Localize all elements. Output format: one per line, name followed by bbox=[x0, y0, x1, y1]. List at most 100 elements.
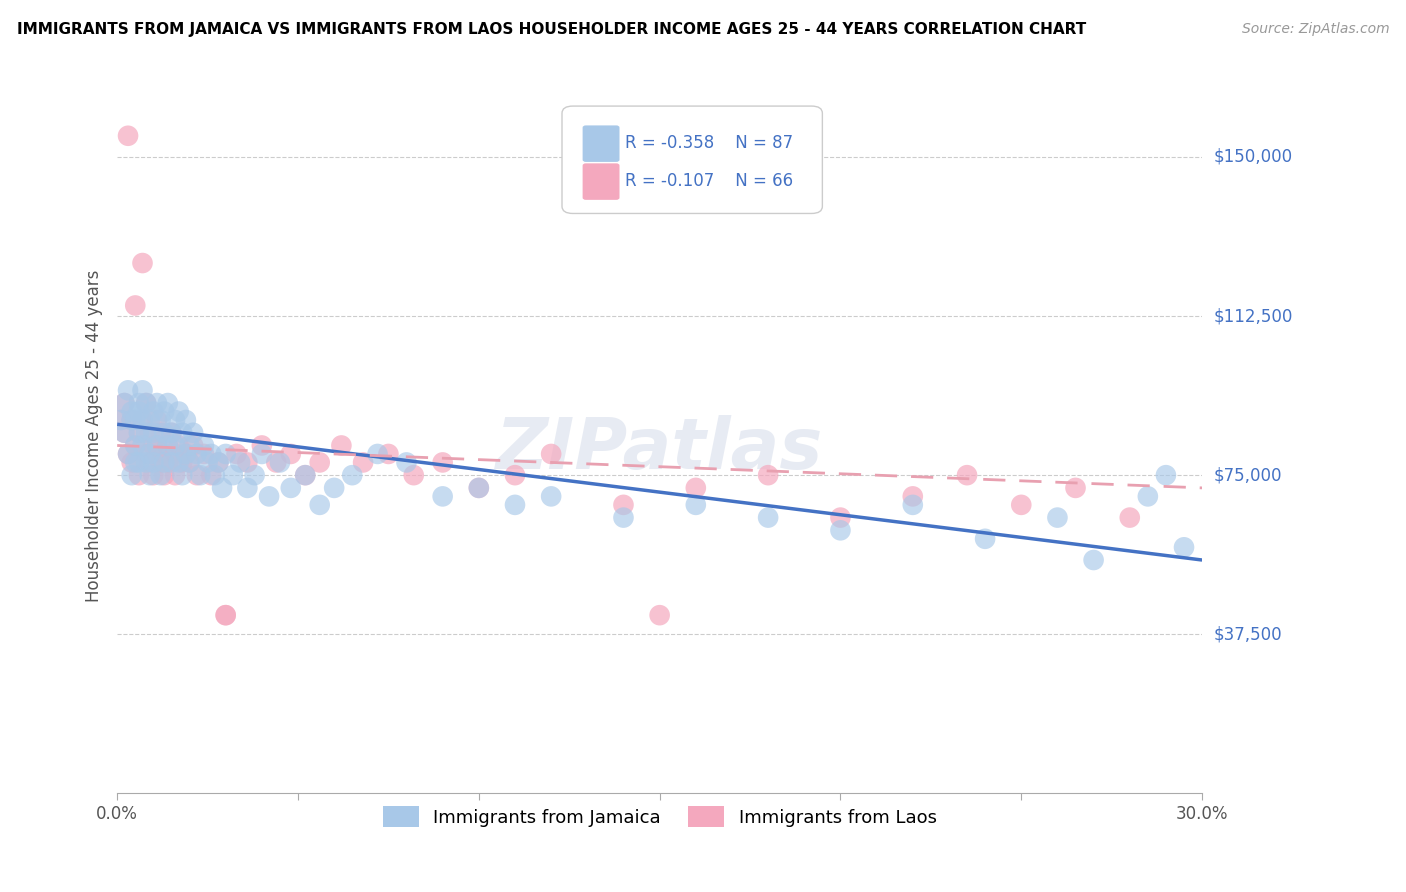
Immigrants from Laos bbox=[131, 413, 153, 427]
Immigrants from Jamaica bbox=[112, 396, 135, 410]
Immigrants from Jamaica bbox=[138, 413, 160, 427]
Immigrants from Laos bbox=[207, 455, 229, 469]
Immigrants from Laos bbox=[156, 438, 179, 452]
Immigrants from Laos bbox=[1119, 510, 1142, 524]
Immigrants from Laos bbox=[330, 438, 353, 452]
Immigrants from Laos bbox=[153, 468, 176, 483]
Immigrants from Jamaica bbox=[1083, 553, 1105, 567]
Immigrants from Laos bbox=[236, 455, 259, 469]
Immigrants from Jamaica bbox=[160, 425, 183, 440]
Immigrants from Jamaica bbox=[830, 524, 852, 538]
Immigrants from Laos bbox=[294, 468, 316, 483]
Immigrants from Jamaica bbox=[468, 481, 491, 495]
Immigrants from Jamaica bbox=[131, 438, 153, 452]
Immigrants from Jamaica bbox=[160, 455, 183, 469]
Immigrants from Jamaica bbox=[974, 532, 997, 546]
Immigrants from Jamaica bbox=[121, 468, 143, 483]
Immigrants from Jamaica bbox=[172, 425, 194, 440]
Immigrants from Jamaica bbox=[156, 438, 179, 452]
Immigrants from Laos bbox=[149, 425, 172, 440]
Immigrants from Laos bbox=[308, 455, 330, 469]
Immigrants from Laos bbox=[215, 608, 238, 623]
Immigrants from Laos bbox=[648, 608, 671, 623]
Immigrants from Laos bbox=[121, 413, 143, 427]
Immigrants from Jamaica bbox=[323, 481, 346, 495]
Immigrants from Jamaica bbox=[1173, 541, 1195, 555]
Immigrants from Laos bbox=[200, 468, 222, 483]
Immigrants from Jamaica bbox=[243, 468, 266, 483]
Immigrants from Laos bbox=[146, 438, 169, 452]
Immigrants from Jamaica bbox=[165, 438, 187, 452]
Immigrants from Jamaica bbox=[395, 455, 418, 469]
Immigrants from Laos bbox=[121, 455, 143, 469]
Immigrants from Laos bbox=[142, 438, 165, 452]
Text: R = -0.358    N = 87: R = -0.358 N = 87 bbox=[624, 135, 793, 153]
Immigrants from Laos bbox=[167, 438, 190, 452]
Immigrants from Laos bbox=[377, 447, 399, 461]
Immigrants from Laos bbox=[142, 468, 165, 483]
Immigrants from Laos bbox=[193, 447, 215, 461]
Immigrants from Jamaica bbox=[503, 498, 526, 512]
Immigrants from Laos bbox=[146, 413, 169, 427]
Text: Source: ZipAtlas.com: Source: ZipAtlas.com bbox=[1241, 22, 1389, 37]
Immigrants from Jamaica bbox=[174, 447, 197, 461]
Text: R = -0.107    N = 66: R = -0.107 N = 66 bbox=[624, 172, 793, 190]
Immigrants from Jamaica bbox=[540, 489, 562, 503]
Immigrants from Laos bbox=[250, 438, 273, 452]
Immigrants from Jamaica bbox=[197, 455, 219, 469]
Immigrants from Laos bbox=[181, 438, 204, 452]
Immigrants from Jamaica bbox=[128, 396, 150, 410]
Immigrants from Laos bbox=[186, 468, 208, 483]
Immigrants from Laos bbox=[128, 468, 150, 483]
Immigrants from Laos bbox=[135, 396, 157, 410]
FancyBboxPatch shape bbox=[582, 126, 620, 162]
Immigrants from Laos bbox=[153, 447, 176, 461]
Immigrants from Jamaica bbox=[901, 498, 924, 512]
Immigrants from Laos bbox=[124, 438, 146, 452]
Text: IMMIGRANTS FROM JAMAICA VS IMMIGRANTS FROM LAOS HOUSEHOLDER INCOME AGES 25 - 44 : IMMIGRANTS FROM JAMAICA VS IMMIGRANTS FR… bbox=[17, 22, 1085, 37]
Immigrants from Jamaica bbox=[110, 413, 132, 427]
Immigrants from Jamaica bbox=[236, 481, 259, 495]
Immigrants from Jamaica bbox=[124, 438, 146, 452]
Immigrants from Jamaica bbox=[432, 489, 454, 503]
Immigrants from Jamaica bbox=[112, 425, 135, 440]
Immigrants from Jamaica bbox=[190, 468, 212, 483]
Immigrants from Laos bbox=[138, 455, 160, 469]
Immigrants from Jamaica bbox=[135, 425, 157, 440]
Immigrants from Jamaica bbox=[121, 413, 143, 427]
Immigrants from Jamaica bbox=[211, 481, 233, 495]
Immigrants from Jamaica bbox=[207, 455, 229, 469]
Immigrants from Laos bbox=[135, 447, 157, 461]
Immigrants from Jamaica bbox=[124, 455, 146, 469]
Immigrants from Jamaica bbox=[193, 438, 215, 452]
Immigrants from Laos bbox=[117, 447, 139, 461]
Immigrants from Jamaica bbox=[257, 489, 280, 503]
Immigrants from Laos bbox=[149, 455, 172, 469]
Immigrants from Laos bbox=[138, 425, 160, 440]
Immigrants from Jamaica bbox=[153, 404, 176, 418]
Immigrants from Laos bbox=[179, 455, 201, 469]
Immigrants from Jamaica bbox=[308, 498, 330, 512]
Immigrants from Jamaica bbox=[186, 447, 208, 461]
Immigrants from Jamaica bbox=[165, 413, 187, 427]
Immigrants from Jamaica bbox=[1136, 489, 1159, 503]
Immigrants from Laos bbox=[156, 455, 179, 469]
Immigrants from Jamaica bbox=[153, 425, 176, 440]
Immigrants from Laos bbox=[117, 128, 139, 143]
Immigrants from Laos bbox=[612, 498, 634, 512]
Immigrants from Jamaica bbox=[204, 468, 226, 483]
Y-axis label: Householder Income Ages 25 - 44 years: Householder Income Ages 25 - 44 years bbox=[86, 269, 103, 601]
Immigrants from Jamaica bbox=[128, 425, 150, 440]
Immigrants from Laos bbox=[266, 455, 288, 469]
Immigrants from Jamaica bbox=[181, 425, 204, 440]
Immigrants from Jamaica bbox=[167, 404, 190, 418]
Immigrants from Laos bbox=[352, 455, 374, 469]
Text: $75,000: $75,000 bbox=[1213, 467, 1282, 484]
Immigrants from Jamaica bbox=[167, 455, 190, 469]
Immigrants from Laos bbox=[172, 455, 194, 469]
Immigrants from Jamaica bbox=[131, 413, 153, 427]
Immigrants from Jamaica bbox=[142, 455, 165, 469]
Immigrants from Laos bbox=[165, 468, 187, 483]
Immigrants from Jamaica bbox=[142, 425, 165, 440]
Immigrants from Jamaica bbox=[229, 455, 252, 469]
